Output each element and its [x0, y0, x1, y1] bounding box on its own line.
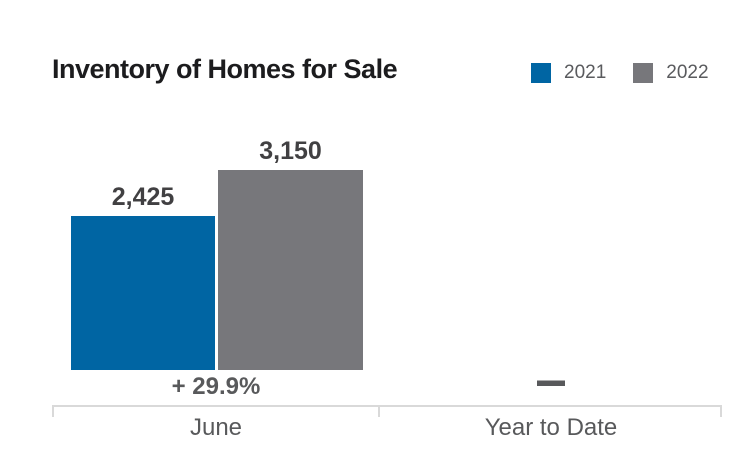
legend-swatch-2022-icon [633, 63, 654, 83]
legend-label-2021: 2021 [564, 62, 607, 83]
bar-2021-june [71, 216, 215, 370]
category-label-year-to-date: Year to Date [484, 414, 618, 441]
chart-title: Inventory of Homes for Sale [52, 54, 398, 84]
change-percentage-june: + 29.9% [171, 373, 261, 400]
change-placeholder-ytd: — [380, 351, 722, 407]
axis-bracket-year-to-date [380, 405, 722, 417]
legend-item-2022: 2022 [633, 62, 709, 83]
legend-item-2021: 2021 [531, 63, 606, 83]
bar-value-label-2022: 3,150 [259, 137, 322, 165]
legend: 2021 2022 [531, 63, 709, 83]
bar-2022-june [218, 170, 363, 370]
no-data-dash: — [537, 348, 565, 410]
legend-label-2022: 2022 [666, 62, 709, 83]
legend-swatch-2021-icon [531, 63, 551, 83]
axis-bracket-june [52, 405, 380, 417]
category-label-june: June [189, 414, 243, 441]
bar-value-label-2021: 2,425 [111, 183, 175, 211]
